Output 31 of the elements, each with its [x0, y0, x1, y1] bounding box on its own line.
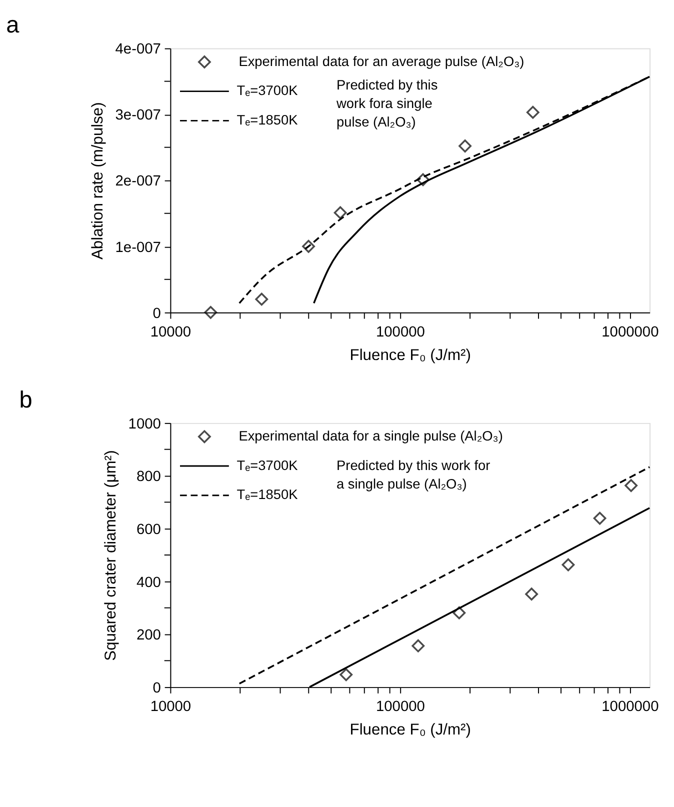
annotation: Predicted by this work for a single pulse (Al₂O₃)	[336, 458, 491, 492]
legend-label: Tₑ=3700K	[236, 83, 298, 98]
legend-label: Experimental data for a single pulse (Al₂O₃)	[238, 428, 503, 444]
y-tick-label: 800	[136, 469, 161, 486]
legend-label: Tₑ=1850K	[236, 487, 298, 502]
x-tick-label: 10000	[150, 699, 192, 716]
y-tick-label: 2e-007	[115, 174, 161, 190]
x-axis-title: Fluence F₀ (J/m²)	[350, 346, 471, 364]
legend-label: Experimental data for an average pulse (Al₂O₃)	[238, 54, 524, 69]
legend-label: Tₑ=3700K	[236, 458, 298, 473]
x-tick-label: 1000000	[602, 324, 659, 340]
x-tick-label: 100000	[376, 324, 425, 340]
y-axis-title: Ablation rate (m/pulse)	[90, 102, 107, 260]
x-tick-label: 10000	[150, 324, 192, 340]
y-tick-label: 600	[136, 522, 161, 538]
chart-title: b	[19, 386, 32, 412]
x-axis-title: Fluence F₀ (J/m²)	[350, 722, 471, 739]
y-tick-label: 4e-007	[115, 42, 161, 58]
y-tick-label: 0	[152, 680, 161, 696]
legend-label: Tₑ=1850K	[236, 112, 298, 128]
annotation: Predicted by this work fora single pulse (Al₂O₃)	[336, 77, 438, 130]
y-tick-label: 0	[152, 306, 161, 322]
y-tick-label: 400	[136, 574, 161, 591]
x-tick-label: 1000000	[602, 699, 659, 716]
y-axis-title: Squared crater diameter (μm²)	[102, 450, 120, 661]
chart-title: a	[6, 12, 20, 38]
x-tick-label: 100000	[376, 699, 425, 716]
y-tick-label: 3e-007	[115, 108, 161, 124]
y-tick-label: 200	[136, 628, 161, 644]
y-tick-label: 1e-007	[115, 240, 161, 256]
y-tick-label: 1000	[128, 416, 161, 432]
